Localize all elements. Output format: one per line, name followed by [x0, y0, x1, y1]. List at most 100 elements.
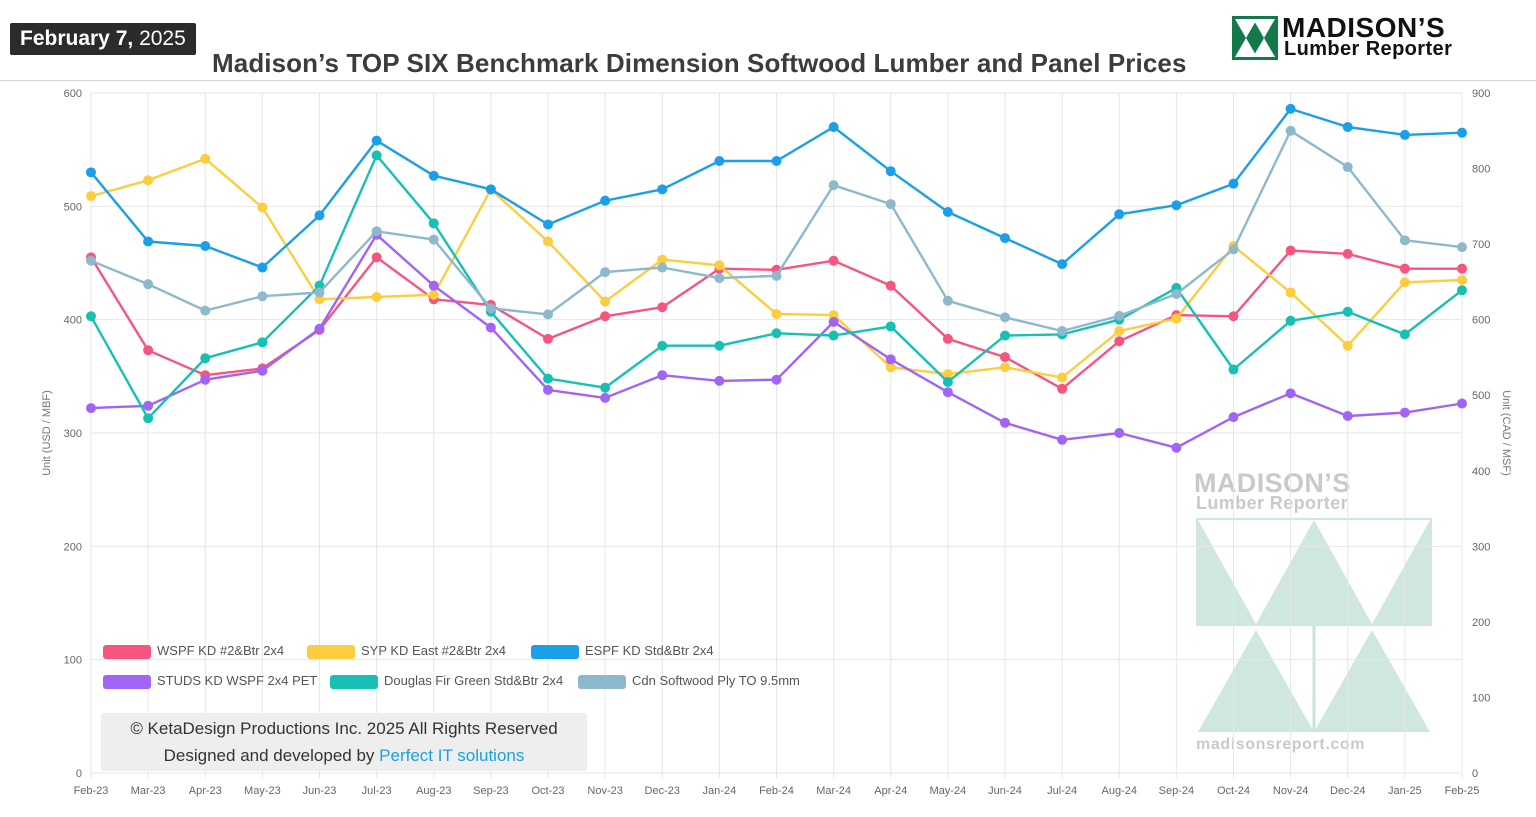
legend-swatch: [578, 674, 626, 689]
logo-tree-icon: [1232, 16, 1278, 60]
designed-by-line: Designed and developed by Perfect IT sol…: [101, 742, 587, 769]
legend-label: STUDS KD WSPF 2x4 PET: [157, 673, 318, 688]
data-point: [314, 210, 325, 221]
data-point: [543, 333, 553, 344]
data-point: [257, 365, 268, 376]
data-point: [600, 296, 611, 307]
data-point: [1228, 311, 1239, 322]
data-point: [942, 207, 953, 217]
logo-line2: Lumber Reporter: [1284, 38, 1453, 60]
data-point: [1399, 129, 1410, 140]
data-point: [885, 280, 896, 291]
data-point: [714, 375, 725, 386]
data-point: [143, 413, 154, 424]
legend-item[interactable]: ESPF KD Std&Btr 2x4: [531, 643, 714, 659]
data-point: [543, 373, 553, 384]
data-point: [600, 311, 611, 322]
y2-tick-label: 900: [1472, 88, 1490, 100]
data-point: [257, 202, 268, 213]
x-tick-label: Jul-24: [1047, 785, 1077, 797]
data-point: [1000, 312, 1010, 323]
legend-item[interactable]: Cdn Softwood Ply TO 9.5mm: [578, 673, 800, 689]
x-tick-label: Sep-23: [473, 785, 508, 797]
y2-tick-label: 600: [1472, 315, 1490, 327]
data-point: [371, 150, 382, 161]
data-point: [1114, 326, 1125, 336]
designed-by-text: Designed and developed by: [163, 746, 375, 765]
designer-link[interactable]: Perfect IT solutions: [379, 746, 525, 765]
data-point: [86, 167, 96, 178]
data-point: [657, 370, 668, 381]
date-year: 2025: [139, 27, 186, 50]
x-tick-label: Mar-24: [816, 785, 851, 797]
x-tick-label: Feb-24: [759, 785, 794, 797]
data-point: [543, 236, 553, 247]
x-tick-label: Nov-23: [587, 785, 622, 797]
x-tick-label: Jan-25: [1388, 785, 1422, 797]
data-point: [485, 184, 496, 195]
logo-line1: MADISON’S: [1282, 12, 1446, 43]
data-point: [1057, 383, 1068, 394]
copyright-text: © KetaDesign Productions Inc. 2025 All R…: [130, 719, 558, 738]
data-point: [543, 384, 553, 395]
x-tick-label: Aug-23: [416, 785, 451, 797]
x-tick-label: Jul-23: [362, 785, 392, 797]
data-point: [428, 289, 439, 300]
y2-tick-label: 300: [1472, 541, 1490, 553]
x-tick-label: Feb-25: [1445, 785, 1480, 797]
data-point: [885, 199, 896, 210]
data-point: [657, 340, 668, 351]
x-tick-label: Apr-23: [189, 785, 222, 797]
legend-item[interactable]: STUDS KD WSPF 2x4 PET: [103, 673, 317, 689]
data-point: [86, 403, 96, 414]
data-point: [428, 280, 439, 291]
data-point: [1457, 242, 1467, 253]
data-point: [1171, 313, 1182, 324]
data-point: [1000, 417, 1010, 428]
data-point: [1114, 209, 1125, 220]
data-point: [828, 316, 839, 327]
date-month-day: February 7,: [20, 27, 134, 50]
data-point: [1342, 122, 1353, 132]
data-point: [1114, 336, 1125, 347]
madisons-logo[interactable]: MADISON’S Lumber Reporter: [1232, 12, 1522, 62]
data-point: [1457, 398, 1467, 409]
data-point: [86, 191, 96, 202]
watermark-url: madisonsreport.com: [1196, 736, 1366, 753]
data-point: [1342, 411, 1353, 421]
data-point: [714, 273, 725, 284]
date-badge: February 7, 2025: [10, 23, 196, 55]
legend-item[interactable]: Douglas Fir Green Std&Btr 2x4: [330, 673, 563, 689]
data-point: [86, 255, 96, 266]
x-tick-label: Sep-24: [1159, 785, 1194, 797]
x-tick-label: May-24: [930, 785, 967, 797]
data-point: [371, 292, 382, 302]
data-point: [714, 260, 725, 271]
data-point: [942, 295, 953, 306]
x-tick-label: Aug-24: [1102, 785, 1137, 797]
data-point: [257, 262, 268, 273]
y-tick-label: 600: [64, 88, 82, 100]
y2-tick-label: 100: [1472, 692, 1490, 704]
data-point: [143, 279, 154, 290]
data-point: [428, 218, 439, 229]
axis-layer: 0 100 200 300 400 500 600 0 100 200 300 400 500 600 70…: [41, 88, 1512, 797]
legend-item[interactable]: SYP KD East #2&Btr 2x4: [307, 643, 506, 659]
data-point: [714, 156, 725, 166]
data-point: [485, 303, 496, 314]
x-tick-label: Jun-24: [988, 785, 1022, 797]
data-point: [1228, 364, 1239, 375]
data-point: [1114, 310, 1125, 321]
data-point: [714, 340, 725, 351]
y-tick-label: 0: [76, 768, 82, 780]
data-point: [771, 309, 782, 319]
legend-item[interactable]: WSPF KD #2&Btr 2x4: [103, 643, 284, 659]
x-tick-label: Jan-24: [703, 785, 737, 797]
data-point: [1457, 127, 1467, 138]
data-point: [1457, 285, 1467, 296]
data-point: [314, 287, 325, 298]
data-point: [1171, 200, 1182, 211]
data-point: [1000, 233, 1010, 244]
data-point: [1285, 245, 1296, 256]
x-tick-label: Apr-24: [874, 785, 907, 797]
